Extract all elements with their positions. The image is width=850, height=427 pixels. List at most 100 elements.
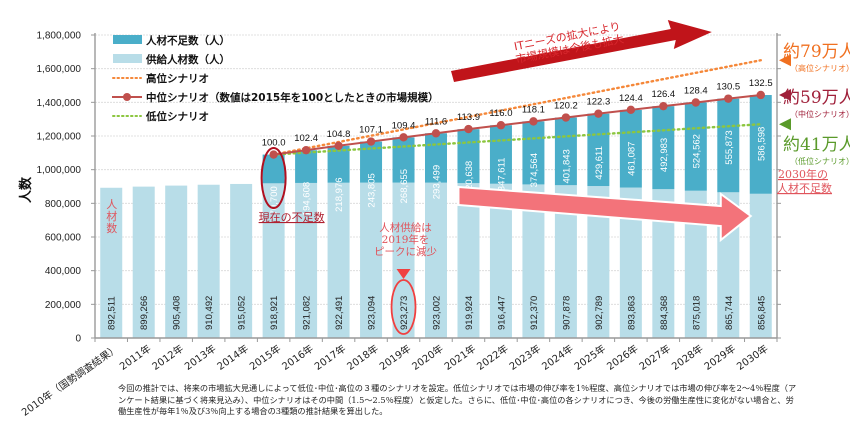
shortage-bar	[717, 98, 740, 193]
scenario-shortage-value: 約41万人	[783, 135, 850, 155]
supply-bar	[554, 185, 577, 338]
supply-bar-label: 905,408	[172, 296, 183, 330]
scenario-name: （中位シナリオ）	[790, 109, 850, 119]
scenario-pointer-icon	[779, 88, 791, 101]
supply-bar-label: 907,878	[561, 296, 572, 330]
supply-peak-label: 人材供給は	[379, 221, 432, 234]
y-tick-label: 400,000	[45, 266, 82, 277]
legend-swatch-bar	[113, 54, 142, 63]
mid-scenario-marker	[464, 124, 473, 134]
mid-scenario-marker	[561, 113, 571, 122]
x-tick-label: 2029年	[702, 342, 738, 373]
shortage-bar	[392, 137, 415, 183]
market-index-label: 130.5	[716, 82, 740, 93]
scenario-pointer-icon	[779, 118, 791, 131]
legend-label: 低位シナリオ	[145, 110, 209, 123]
supply-bar-label: 915,052	[237, 296, 248, 330]
shortage-bar-label: 243,805	[367, 173, 378, 207]
supply-bar-label: 865,744	[724, 296, 735, 330]
x-tick-label: 2024年	[539, 342, 575, 373]
x-tick-label: 2014年	[214, 342, 250, 373]
supply-bar	[327, 182, 350, 338]
y-tick-label: 200,000	[45, 300, 82, 311]
supply-bar	[457, 183, 480, 338]
shortage-bar-label: 401,843	[561, 149, 572, 183]
current-shortage-label: 現在の不足数	[259, 211, 325, 224]
market-index-label: 102.4	[294, 133, 318, 144]
scenario-pointer-icon	[779, 54, 791, 67]
x-tick-label: 2018年	[344, 342, 380, 373]
mid-scenario-marker	[269, 150, 278, 159]
legend: 人材不足数（人） 供給人材数（人） 高位シナリオ中位シナリオ（数値は2015年を10…	[112, 34, 439, 123]
market-index-label: 126.4	[651, 89, 675, 100]
market-index-label: 116.0	[489, 108, 512, 119]
bars: 892,511 899,266 905,408 910,492 915,052 918,9…	[100, 95, 772, 338]
x-tick-label: 2027年	[637, 342, 673, 373]
supply-bar	[749, 193, 772, 338]
supply-bar	[619, 187, 642, 338]
shortage-2030-line: 人材不足数	[777, 181, 832, 195]
shortage-bar	[295, 150, 318, 183]
mid-scenario-marker	[724, 94, 733, 103]
supply-bar	[100, 187, 123, 338]
mid-scenario-marker	[399, 133, 408, 142]
x-tick-label: 2020年	[409, 342, 445, 373]
shortage-bar	[554, 117, 577, 186]
mid-scenario-line	[273, 93, 761, 156]
market-index-label: 107.1	[359, 125, 383, 136]
shortage-bar-label: 374,564	[529, 153, 540, 187]
market-index-label: 100.0	[262, 138, 286, 149]
footnote: 今回の推計では、将来の市場拡大見通しによって低位･中位･高位の３種のシナリオを設…	[118, 383, 797, 416]
shortage-bar-label: 347,611	[496, 158, 507, 192]
scenario-name: （低位シナリオ）	[790, 156, 850, 166]
market-index-label: 132.5	[749, 78, 773, 89]
x-tick-label: 2019年	[377, 342, 413, 373]
mid-scenario-marker	[659, 101, 668, 111]
mid-scenario-marker	[301, 145, 311, 155]
supply-bar	[392, 182, 415, 338]
supply-bar-label: 912,370	[529, 296, 540, 330]
x-tick-label: 2030年	[734, 342, 770, 373]
mid-scenario-marker	[334, 141, 343, 150]
legend-label: 人材不足数（人）	[146, 34, 230, 47]
x-tick-label: 2016年	[279, 342, 315, 373]
supply-bar	[684, 190, 707, 338]
x-tick-label: 2026年	[604, 342, 640, 373]
shortage-bar	[327, 145, 350, 183]
supply-bar	[295, 182, 318, 338]
x-tick-label: 2011年	[117, 342, 153, 373]
mid-scenario-marker	[496, 121, 506, 130]
supply-bar	[360, 182, 383, 338]
supply-bar	[652, 189, 675, 338]
shortage-bar-label: 170,700	[269, 186, 280, 220]
supply-bar-label: 884,368	[659, 296, 670, 330]
supply-bar-label: 923,002	[432, 296, 443, 330]
mid-scenario-marker	[594, 109, 603, 118]
low-scenario-line	[272, 123, 762, 156]
supply-bar	[425, 182, 447, 338]
mid-scenario-marker	[431, 129, 441, 138]
y-tick-label: 600,000	[45, 233, 82, 244]
mid-scenario-marker	[756, 90, 765, 100]
shortage-bar	[587, 113, 610, 187]
supply-bar	[522, 184, 545, 338]
y-axis-label: 人数	[18, 176, 34, 203]
mid-scenario-marker	[691, 98, 701, 107]
y-tick-label: 0	[75, 334, 81, 345]
supply-bar-label: 902,789	[594, 296, 605, 330]
supply-bar	[197, 184, 220, 338]
shortage-bar	[262, 154, 285, 184]
market-index-label: 128.4	[684, 85, 708, 96]
y-tick-label: 1,200,000	[37, 132, 82, 143]
supply-bar-label: 922,491	[334, 296, 345, 330]
market-growth-arrow	[451, 20, 712, 82]
supply-bar-label: 918,921	[269, 296, 280, 330]
peak-year-circle	[390, 279, 417, 335]
shortage-bar-label: 429,611	[594, 146, 605, 180]
supply-peak-label: 2019年を	[382, 233, 430, 246]
mid-scenario-marker	[626, 105, 636, 115]
supply-peak-label: ピークに減少	[374, 245, 437, 258]
legend-label: 供給人材数（人）	[145, 53, 230, 66]
supply-bar-label: 892,511	[107, 296, 118, 330]
shortage-2030-line: 2030年の	[778, 167, 828, 181]
